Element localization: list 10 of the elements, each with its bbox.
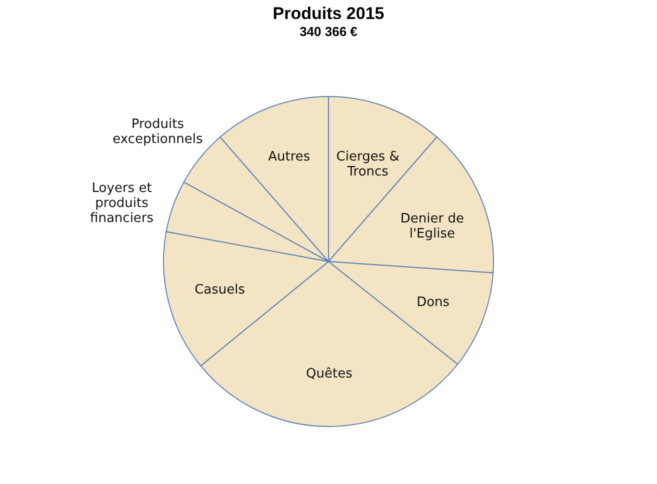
- slice-label: Dons: [416, 295, 450, 310]
- slice-label: Casuels: [194, 282, 246, 298]
- slice-label: Loyers et produits financiers: [90, 180, 154, 226]
- slice-label: Produits exceptionnels: [112, 116, 203, 147]
- slice-label: Autres: [268, 149, 310, 164]
- chart-title: Produits 2015: [272, 4, 384, 23]
- slice-label: Quêtes: [306, 366, 353, 382]
- slice-label: Denier de l'Eglise: [400, 212, 464, 242]
- slice-label: Cierges & Troncs: [336, 149, 400, 180]
- chart-subtitle: 340 366 €: [300, 24, 358, 39]
